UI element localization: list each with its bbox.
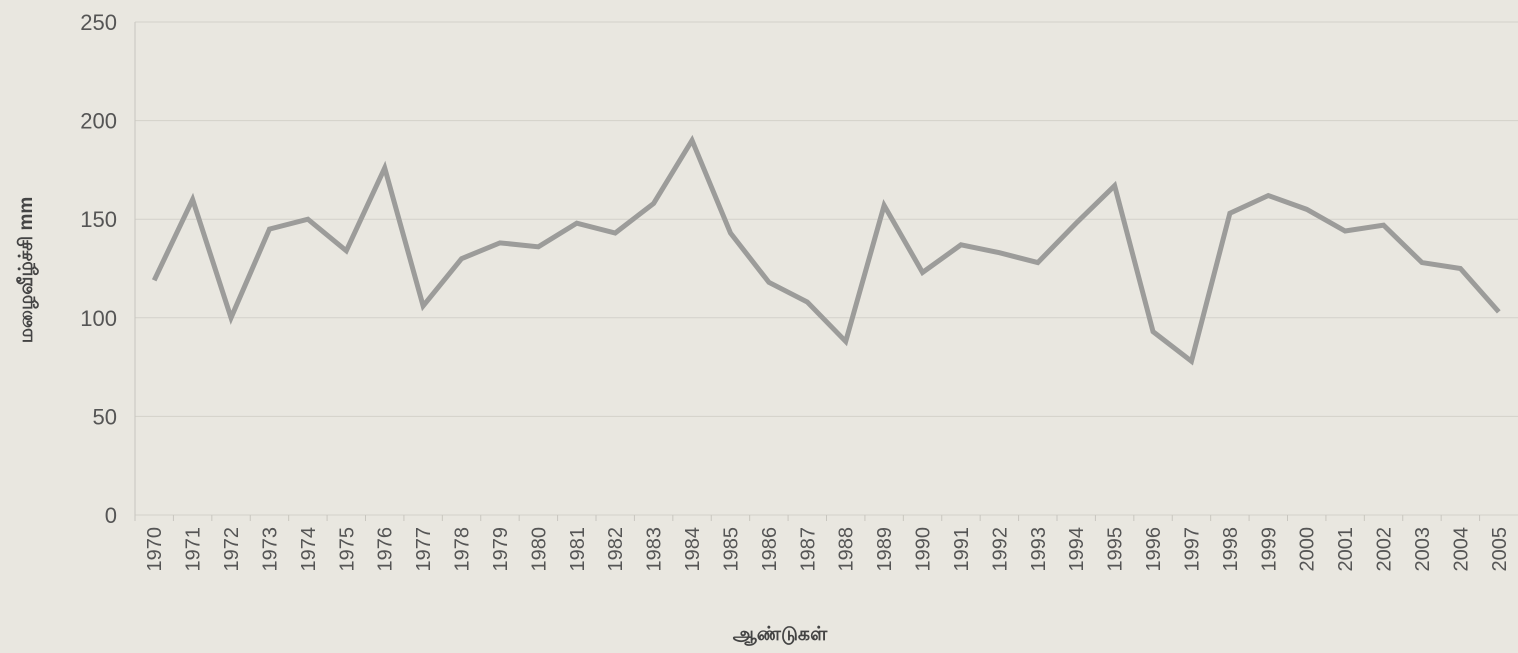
y-tick-label: 100 (80, 306, 117, 331)
x-tick-label: 1976 (375, 527, 397, 572)
x-tick-label: 1987 (797, 527, 819, 572)
y-tick-label: 150 (80, 207, 117, 232)
x-tick-label: 1981 (567, 527, 589, 572)
x-tick-label: 1978 (452, 527, 474, 572)
x-tick-label: 1972 (221, 527, 243, 572)
x-tick-label: 1992 (989, 527, 1011, 572)
x-tick-label: 1996 (1143, 527, 1165, 572)
x-tick-label: 1998 (1220, 527, 1242, 572)
x-tick-label: 2003 (1412, 527, 1434, 572)
y-tick-label: 0 (105, 503, 117, 528)
y-tick-label: 50 (93, 404, 117, 429)
x-tick-label: 1989 (874, 527, 896, 572)
x-tick-label: 1994 (1066, 527, 1088, 572)
x-tick-label: 1975 (336, 527, 358, 572)
x-tick-label: 2002 (1374, 527, 1396, 572)
x-tick-label: 1995 (1105, 527, 1127, 572)
x-axis-label: ஆண்டுகள் (733, 624, 828, 645)
x-tick-label: 1999 (1258, 527, 1280, 572)
x-tick-label: 1973 (259, 527, 281, 572)
x-tick-label: 2005 (1489, 527, 1511, 572)
data-line (151, 134, 1501, 366)
x-tick-label: 1990 (913, 527, 935, 572)
x-tick-label: 1984 (682, 527, 704, 572)
x-tick-label: 1971 (183, 527, 205, 572)
x-tick-label: 1986 (759, 527, 781, 572)
x-tick-label: 1980 (528, 527, 550, 572)
x-tick-label: 1974 (298, 527, 320, 572)
y-tick-label: 200 (80, 109, 117, 134)
x-tick-label: 2000 (1297, 527, 1319, 572)
x-tick-label: 1970 (144, 527, 166, 572)
x-tick-label: 1979 (490, 527, 512, 572)
x-tick-label: 1993 (1028, 527, 1050, 572)
x-tick-label: 1988 (836, 527, 858, 572)
y-axis-label: மழைவீழ்ச்சி mm (16, 197, 39, 344)
x-tick-label: 1997 (1181, 527, 1203, 572)
x-tick-label: 1977 (413, 527, 435, 572)
x-tick-label: 2001 (1335, 527, 1357, 572)
x-tick-label: 2004 (1450, 527, 1472, 572)
x-tick-label: 1985 (720, 527, 742, 572)
x-tick-label: 1983 (644, 527, 666, 572)
x-tick-label: 1982 (605, 527, 627, 572)
x-tick-label: 1991 (951, 527, 973, 572)
y-tick-label: 250 (80, 10, 117, 35)
